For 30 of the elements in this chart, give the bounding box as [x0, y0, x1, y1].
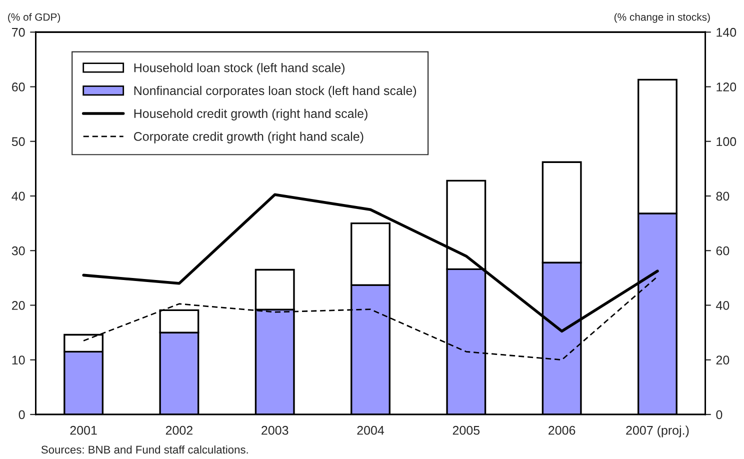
x-tick-label: 2006: [548, 426, 576, 435]
y2-tick-label: 40: [716, 301, 730, 310]
y2-tick-label: 60: [716, 246, 730, 256]
y-tick-label: 30: [12, 246, 25, 256]
x-tick-label: 2004: [357, 426, 384, 435]
y2-tick-label: 100: [716, 137, 736, 146]
y-tick-label: 10: [12, 356, 25, 365]
x-tick-label: 2002: [166, 426, 192, 435]
y-tick-label: 60: [12, 82, 25, 92]
legend-label: Household loan stock (left hand scale): [134, 63, 344, 75]
source-note: Sources: BNB and Fund staff calculations.: [41, 445, 248, 454]
y-tick-label: 20: [12, 301, 25, 310]
y-tick-label: 50: [12, 137, 25, 146]
x-tick-label: 2005: [452, 426, 480, 435]
y2-axis-title: (% change in stocks): [614, 13, 710, 23]
x-tick-label: 2007 (proj.): [626, 426, 689, 438]
y2-tick-label: 80: [716, 192, 730, 201]
x-tick-label: 2003: [262, 426, 288, 435]
y-tick-label: 40: [12, 192, 25, 201]
legend-label: Nonfinancial corporates loan stock (left hand scale): [134, 86, 416, 98]
y2-tick-label: 120: [716, 82, 736, 92]
legend-label: Corporate credit growth (right hand scale): [134, 132, 364, 144]
y2-tick-label: 0: [716, 410, 722, 420]
y-tick-label: 70: [12, 28, 25, 37]
y-axis-title: (% of GDP): [8, 13, 60, 23]
y2-tick-label: 140: [716, 28, 736, 37]
x-tick-label: 2001: [70, 426, 97, 435]
y2-tick-label: 20: [716, 356, 730, 365]
legend-label: Household credit growth (right hand scale): [134, 108, 368, 120]
y-tick-label: 0: [18, 410, 25, 420]
